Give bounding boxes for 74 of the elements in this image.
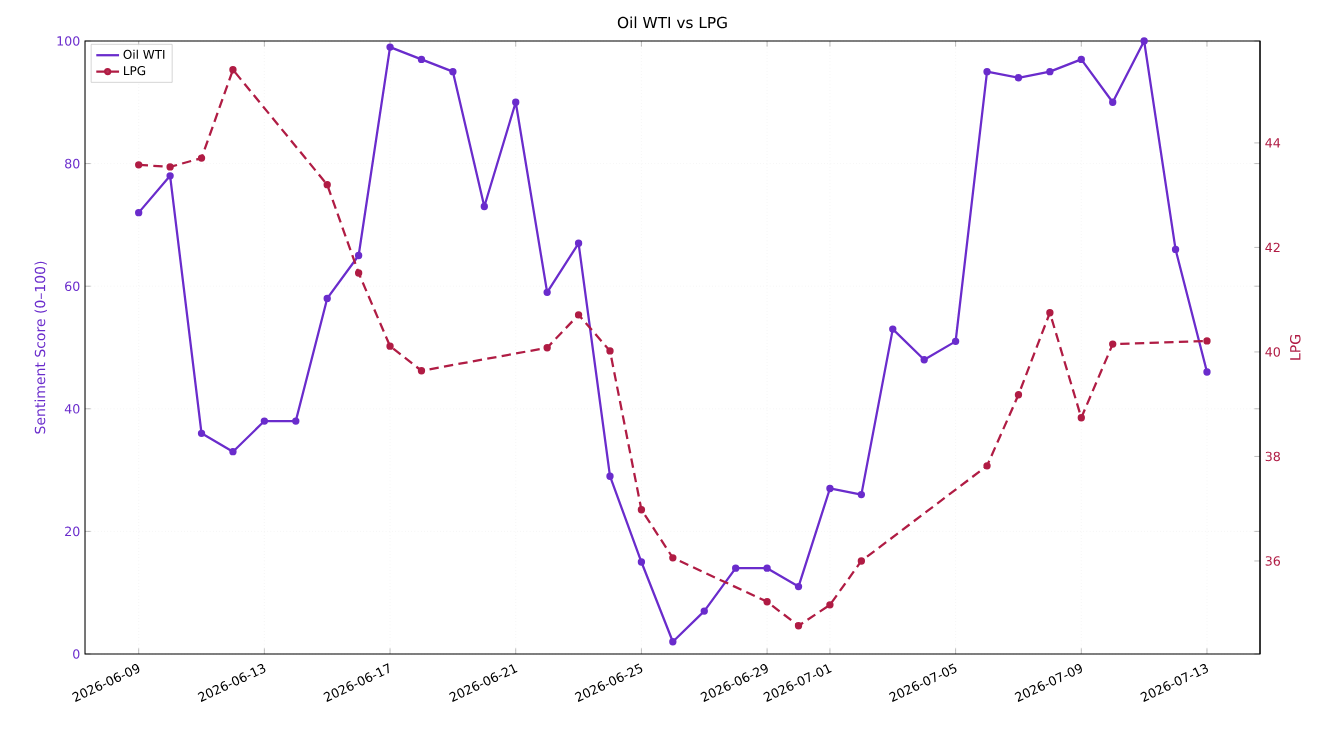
chart-title: Oil WTI vs LPG bbox=[617, 16, 727, 29]
point bbox=[354, 269, 363, 277]
point bbox=[260, 417, 269, 425]
point bbox=[354, 251, 363, 260]
point bbox=[826, 484, 834, 493]
point bbox=[794, 622, 803, 630]
point bbox=[1077, 414, 1085, 422]
point bbox=[1046, 309, 1054, 317]
point bbox=[512, 98, 520, 106]
point bbox=[1046, 67, 1054, 76]
y-tick-label: 60 bbox=[65, 281, 80, 291]
y-tick-label: 40 bbox=[64, 403, 80, 414]
point bbox=[606, 347, 614, 355]
point bbox=[732, 564, 740, 572]
point bbox=[323, 294, 331, 303]
point bbox=[197, 429, 206, 437]
point bbox=[574, 311, 583, 319]
point bbox=[135, 161, 143, 169]
point bbox=[574, 239, 583, 247]
point bbox=[1014, 74, 1023, 82]
point bbox=[1014, 391, 1023, 399]
point bbox=[700, 607, 708, 615]
y-tick-label: 80 bbox=[65, 158, 80, 169]
point bbox=[229, 448, 237, 456]
legend-label: Oil WTI bbox=[123, 49, 165, 59]
point bbox=[135, 208, 143, 217]
point bbox=[449, 67, 457, 76]
y-tick-label: 0 bbox=[73, 649, 80, 659]
point bbox=[480, 202, 488, 211]
point bbox=[920, 356, 928, 364]
y2-tick-label: 36 bbox=[1265, 556, 1281, 566]
point bbox=[763, 564, 771, 572]
point bbox=[669, 638, 677, 646]
point bbox=[166, 172, 174, 180]
y-tick-label: 100 bbox=[57, 36, 80, 46]
y2-tick-label: 38 bbox=[1265, 451, 1280, 462]
point bbox=[1203, 337, 1211, 345]
point bbox=[543, 344, 551, 352]
y2-tick-label: 42 bbox=[1265, 242, 1280, 253]
point bbox=[889, 325, 897, 333]
y-tick-label: 20 bbox=[65, 526, 80, 537]
point bbox=[229, 66, 237, 74]
legend-label: LPG bbox=[124, 66, 146, 76]
point bbox=[166, 163, 174, 171]
point bbox=[417, 55, 426, 64]
point bbox=[794, 582, 803, 591]
y2-tick-label: 40 bbox=[1265, 347, 1280, 357]
point bbox=[292, 417, 300, 425]
point bbox=[386, 43, 394, 51]
point bbox=[386, 342, 394, 350]
point bbox=[763, 598, 771, 606]
point bbox=[637, 558, 646, 566]
point bbox=[1171, 245, 1180, 254]
point bbox=[983, 67, 991, 76]
point bbox=[323, 181, 331, 189]
point bbox=[417, 367, 426, 375]
point bbox=[857, 490, 866, 499]
point bbox=[1203, 368, 1211, 376]
point bbox=[826, 601, 834, 609]
point bbox=[197, 154, 206, 162]
point bbox=[857, 557, 866, 565]
y2-tick-label: 44 bbox=[1265, 138, 1281, 148]
y-axis-title: Sentiment Score (0–100) bbox=[34, 261, 47, 434]
point bbox=[543, 288, 551, 296]
point bbox=[637, 506, 646, 514]
y2-axis-title: LPG bbox=[1289, 335, 1301, 360]
point bbox=[983, 462, 991, 470]
point bbox=[1140, 37, 1148, 45]
point bbox=[1077, 55, 1085, 64]
point bbox=[669, 554, 677, 562]
point bbox=[1109, 98, 1117, 106]
point bbox=[1109, 340, 1117, 348]
point bbox=[606, 472, 614, 480]
point bbox=[951, 337, 960, 346]
